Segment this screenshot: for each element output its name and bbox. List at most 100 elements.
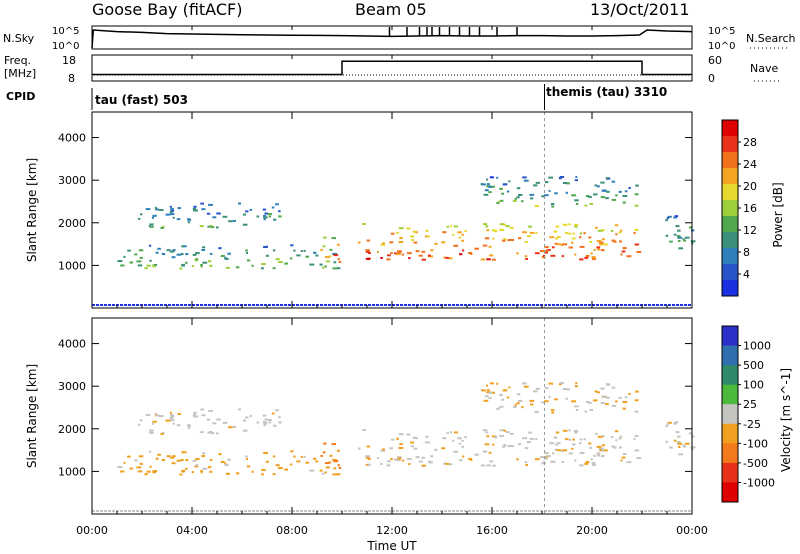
power-cell	[499, 187, 503, 190]
velocity-cell	[622, 401, 628, 403]
velocity-cell	[461, 445, 464, 448]
power-cell	[218, 247, 222, 250]
power-cell	[450, 225, 453, 228]
power-cell	[148, 225, 151, 228]
velocity-cell	[450, 431, 453, 434]
velocity-cell	[486, 464, 491, 467]
velocity-cell	[209, 431, 213, 433]
power-cell	[529, 193, 535, 196]
power-cell	[501, 192, 505, 195]
power-cell	[144, 267, 148, 270]
velocity-cell	[251, 470, 254, 473]
power-colorbar-swatch-10	[722, 280, 738, 297]
velocity-cell	[624, 396, 628, 399]
velocity-cell	[165, 419, 171, 422]
velocity-cell	[691, 435, 695, 438]
velocity-cell	[611, 404, 617, 407]
power-colorbar-swatch-3	[722, 168, 738, 185]
noise-left-label: N.Sky	[3, 32, 35, 45]
power-cell	[483, 193, 489, 196]
velocity-cell	[568, 452, 573, 455]
power-cell	[470, 253, 473, 255]
power-cell	[246, 252, 248, 254]
cpid-segment-2: themis (tau) 3310	[546, 85, 667, 99]
power-cell	[357, 241, 361, 244]
power-cell	[225, 266, 230, 269]
x-tick-label-2: 08:00	[276, 524, 308, 537]
velocity-cell	[415, 456, 420, 459]
velocity-cell	[418, 460, 423, 463]
power-cell	[611, 180, 616, 183]
velocity-cell	[192, 413, 197, 416]
power-cell	[245, 249, 248, 252]
velocity-cell	[263, 421, 267, 423]
power-cell	[156, 208, 159, 211]
power-cell	[635, 184, 639, 187]
power-cell	[556, 236, 561, 239]
power-cell	[261, 263, 266, 265]
power-cell	[278, 261, 283, 264]
power-cell	[453, 225, 458, 228]
power-cell	[386, 258, 391, 261]
power-cell	[676, 235, 681, 238]
power-cell	[590, 252, 593, 255]
power-cell	[484, 189, 489, 192]
velocity-cell	[530, 403, 534, 406]
velocity-cell	[185, 459, 189, 462]
velocity-cell	[592, 463, 597, 466]
power-cell	[634, 243, 640, 246]
velocity-cell	[172, 422, 175, 425]
power-cell	[533, 184, 538, 187]
power-cell	[399, 237, 403, 240]
velocity-cell	[564, 438, 569, 441]
power-cell	[322, 266, 325, 269]
power-cell	[406, 227, 411, 230]
x-axis-label: Time UT	[366, 539, 417, 553]
power-cell	[265, 254, 269, 257]
x-tick-label-0: 00:00	[76, 524, 108, 537]
power-cell	[550, 203, 555, 206]
power-cell	[398, 241, 404, 243]
power-cell	[618, 190, 622, 193]
velocity-cell	[187, 427, 191, 430]
velocity-cell	[261, 469, 266, 471]
power-cell	[684, 236, 690, 239]
power-cell	[461, 239, 464, 242]
velocity-cell	[486, 435, 490, 438]
velocity-cell	[427, 460, 431, 463]
power-cell	[574, 199, 579, 202]
velocity-cell	[601, 395, 607, 398]
velocity-cell	[397, 457, 402, 460]
velocity-cell	[547, 455, 551, 458]
velocity-cell	[278, 416, 281, 419]
power-cell	[249, 208, 252, 211]
velocity-cell	[242, 429, 248, 432]
power-cell	[145, 208, 151, 211]
power-cell	[489, 254, 494, 257]
power-cell	[427, 254, 431, 257]
power-cell	[688, 226, 693, 229]
noise-panel: N.Sky N.Search 10^5 10^0 10^5 10^0	[3, 25, 796, 52]
power-cell	[380, 243, 386, 246]
velocity-cell	[461, 439, 464, 442]
velocity-cell	[200, 471, 203, 474]
velocity-cell	[201, 455, 206, 457]
power-cell	[185, 253, 189, 256]
velocity-cell	[337, 464, 340, 467]
power-cell	[512, 199, 517, 202]
power-cell	[562, 182, 568, 184]
power-cell	[522, 231, 527, 234]
power-cell	[494, 230, 498, 233]
power-cell	[593, 248, 596, 251]
velocity-cell	[176, 459, 182, 462]
power-cell	[177, 207, 181, 210]
velocity-cell	[575, 409, 579, 411]
velocity-cell	[148, 431, 151, 434]
power-cell	[323, 236, 327, 239]
power-cell	[209, 264, 213, 267]
velocity-cell	[599, 449, 602, 452]
velocity-cell	[603, 449, 608, 452]
velocity-cell	[598, 447, 604, 450]
power-cell	[561, 255, 564, 258]
power-cell	[571, 194, 577, 197]
